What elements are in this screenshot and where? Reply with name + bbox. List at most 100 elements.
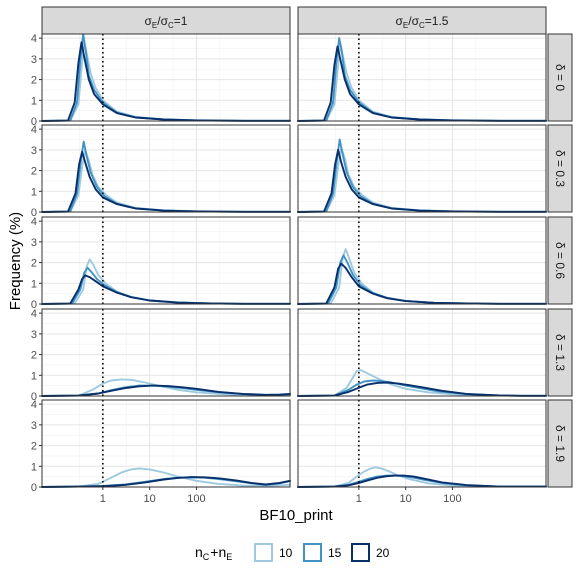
- panel-border: [41, 308, 291, 397]
- y-tick-label: 3: [31, 329, 37, 341]
- x-tick-label: 100: [443, 493, 461, 505]
- strip-background: [547, 216, 573, 305]
- x-axis-title: BF10_print: [259, 507, 333, 524]
- y-tick-label: 2: [31, 350, 37, 362]
- panel-border: [297, 308, 547, 397]
- y-tick-label: 0: [31, 116, 37, 128]
- legend-item-20: 20: [351, 543, 390, 562]
- panel-border: [41, 124, 291, 213]
- legend-item-10: 10: [254, 543, 293, 562]
- facet-panel-r0-c0: [41, 33, 291, 122]
- panel-border: [297, 124, 547, 213]
- strip-background: [547, 124, 573, 213]
- panels-layer: [41, 33, 547, 488]
- facet-panel-r4-c1: [297, 399, 547, 488]
- facet-panel-r3-c0: [41, 308, 291, 397]
- y-tick-label: 2: [31, 258, 37, 270]
- y-tick-label: 3: [31, 237, 37, 249]
- column-strip-label: σE/σC=1: [145, 14, 188, 30]
- legend-key: [303, 543, 322, 562]
- row-strip-0: δ = 0: [547, 33, 573, 122]
- facet-panel-r1-c1: [297, 124, 547, 213]
- series-line-20: [297, 474, 547, 488]
- y-tick-label: 4: [31, 216, 37, 228]
- y-axis-title: Frequency (%): [7, 212, 24, 310]
- y-tick-label: 0: [31, 482, 37, 494]
- row-strip-3: δ = 1.3: [547, 308, 573, 397]
- row-strip-label: δ = 0: [553, 64, 567, 91]
- panel-border: [41, 399, 291, 488]
- strip-background: [547, 33, 573, 122]
- y-tick-label: 1: [31, 186, 37, 198]
- row-strip-label: δ = 0.6: [553, 242, 567, 279]
- series-line-20: [41, 274, 291, 305]
- series-line-20: [297, 381, 547, 397]
- y-tick-label: 3: [31, 145, 37, 157]
- y-tick-label: 1: [31, 370, 37, 382]
- row-strip-label: δ = 0.3: [553, 150, 567, 187]
- facet-panel-r0-c1: [297, 33, 547, 122]
- y-tick-label: 3: [31, 420, 37, 432]
- y-tick-label: 3: [31, 54, 37, 66]
- series-line-20: [297, 262, 547, 305]
- series-line-20: [297, 148, 547, 213]
- row-strip-4: δ = 1.9: [547, 399, 573, 488]
- series-line-20: [41, 150, 291, 213]
- legend-key: [254, 543, 273, 562]
- y-tick-label: 4: [31, 399, 37, 411]
- panel-border: [297, 399, 547, 488]
- series-line-20: [297, 45, 547, 122]
- row-strip-2: δ = 0.6: [547, 216, 573, 305]
- series-line-10: [297, 466, 547, 488]
- strips-layer: σE/σC=1 σE/σC=1.5 δ = 0 δ = 0.3 δ = 0.6 δ = 1…: [41, 6, 573, 488]
- row-strip-1: δ = 0.3: [547, 124, 573, 213]
- y-tick-label: 0: [31, 207, 37, 219]
- x-tick-label: 1: [100, 493, 106, 505]
- column-strip-1: σE/σC=1.5: [297, 6, 547, 35]
- y-tick-label: 1: [31, 278, 37, 290]
- facet-panel-r3-c1: [297, 308, 547, 397]
- y-tick-label: 2: [31, 441, 37, 453]
- y-tick-label: 2: [31, 75, 37, 87]
- panel-border: [41, 216, 291, 305]
- y-tick-label: 1: [31, 461, 37, 473]
- legend-item-15: 15: [303, 543, 342, 562]
- series-line-20: [41, 41, 291, 122]
- strip-background: [297, 6, 547, 35]
- x-tick-label: 100: [187, 493, 205, 505]
- legend-items: 10 15 20: [254, 543, 390, 562]
- x-tick-label: 10: [144, 493, 156, 505]
- x-tick-label: 10: [400, 493, 412, 505]
- strip-background: [41, 6, 291, 35]
- legend-label: 20: [376, 546, 390, 560]
- column-strip-label: σE/σC=1.5: [396, 14, 449, 30]
- facet-panel-r4-c0: [41, 399, 291, 488]
- legend-key: [351, 543, 370, 562]
- series-line-20: [41, 384, 291, 397]
- legend: nC+nE 10 15 20: [195, 543, 390, 562]
- strip-background: [547, 399, 573, 488]
- legend-title: nC+nE: [195, 544, 232, 562]
- legend-label: 10: [279, 546, 293, 560]
- facet-panel-r1-c0: [41, 124, 291, 213]
- y-tick-label: 1: [31, 95, 37, 107]
- row-strip-label: δ = 1.9: [553, 425, 567, 462]
- y-tick-label: 2: [31, 166, 37, 178]
- row-strip-label: δ = 1.3: [553, 334, 567, 371]
- y-tick-label: 4: [31, 33, 37, 45]
- series-line-20: [41, 476, 291, 488]
- legend-label: 15: [328, 546, 342, 560]
- column-strip-0: σE/σC=1: [41, 6, 291, 35]
- strip-background: [547, 308, 573, 397]
- x-tick-label: 1: [356, 493, 362, 505]
- panel-border: [297, 216, 547, 305]
- facet-panel-r2-c1: [297, 216, 547, 305]
- y-tick-label: 0: [31, 391, 37, 403]
- series-line-10: [41, 378, 291, 397]
- y-tick-label: 4: [31, 308, 37, 320]
- y-tick-label: 0: [31, 299, 37, 311]
- facet-panel-r2-c0: [41, 216, 291, 305]
